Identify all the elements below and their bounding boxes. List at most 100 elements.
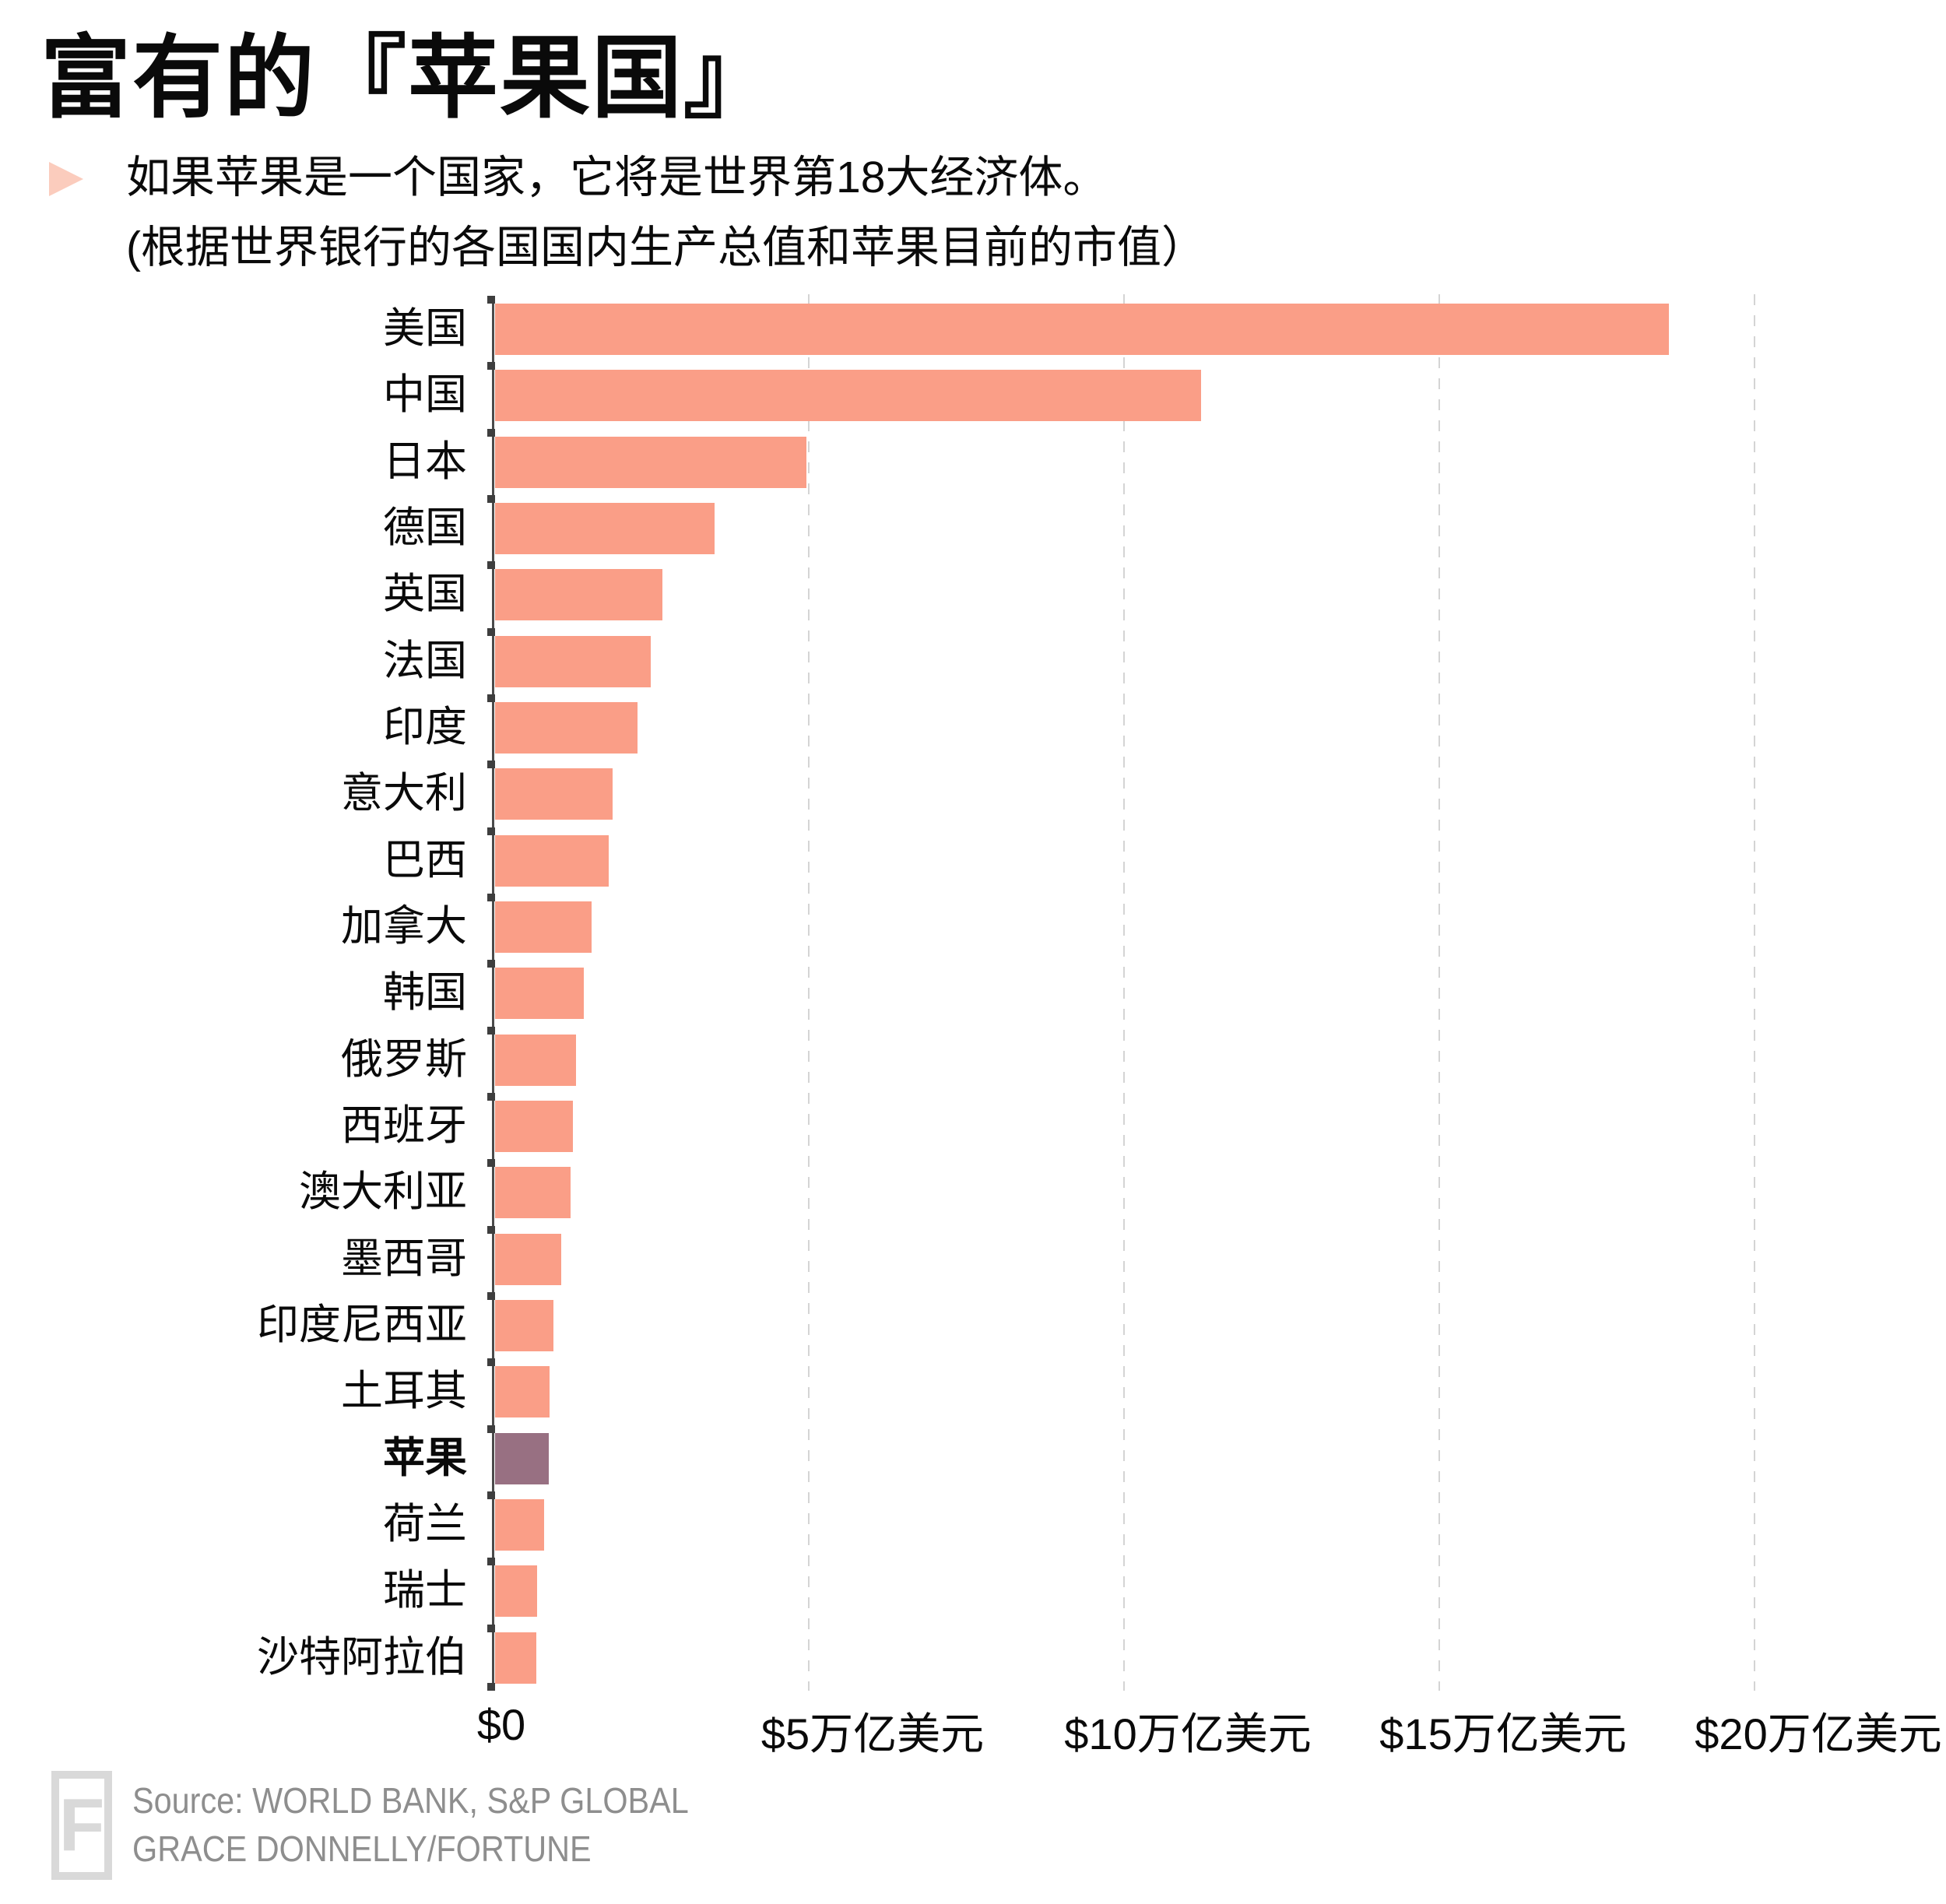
- bar: [495, 370, 1201, 422]
- bar: [495, 1499, 544, 1551]
- bar: [495, 834, 609, 887]
- source-line: Source: WORLD BANK, S&P GLOBAL: [132, 1780, 689, 1821]
- axis-tick: [487, 1026, 495, 1035]
- axis-tick: [487, 1683, 495, 1691]
- axis-tick: [487, 1159, 495, 1168]
- bar-row: 美国: [0, 296, 1946, 363]
- category-label: 墨西哥: [341, 1235, 467, 1282]
- category-label: 沙特阿拉伯: [257, 1633, 467, 1681]
- axis-tick: [487, 1292, 495, 1300]
- credit-line: GRACE DONNELLY/FORTUNE: [132, 1828, 592, 1869]
- category-label: 日本: [383, 437, 467, 485]
- bar-row: 澳大利亚: [0, 1159, 1946, 1226]
- subtitle-line-2: (根据世界银行的各国国内生产总值和苹果目前的市值）: [126, 223, 1206, 272]
- category-label: 韩国: [383, 969, 467, 1017]
- category-label: 澳大利亚: [299, 1168, 467, 1216]
- category-label: 中国: [383, 371, 467, 419]
- bar: [495, 702, 638, 754]
- gridline: [808, 294, 810, 1691]
- axis-tick: [487, 960, 495, 968]
- bar-row: 俄罗斯: [0, 1027, 1946, 1094]
- bar: [495, 968, 584, 1020]
- bar: [495, 901, 592, 953]
- bar-row: 法国: [0, 628, 1946, 695]
- bar-row: 墨西哥: [0, 1226, 1946, 1293]
- bar: [495, 1034, 576, 1086]
- bar: [495, 1233, 561, 1285]
- category-label: 西班牙: [341, 1102, 467, 1149]
- bar-apple: [495, 1432, 549, 1484]
- bar: [495, 1632, 536, 1684]
- axis-tick: [487, 1624, 495, 1632]
- bar: [495, 1300, 553, 1351]
- category-label: 美国: [383, 305, 467, 352]
- axis-tick: [487, 1358, 495, 1367]
- bullet-triangle-icon: [49, 162, 83, 196]
- bar-row: 巴西: [0, 827, 1946, 894]
- fortune-f-letter: F: [58, 1783, 105, 1867]
- subtitle-line-1: 如果苹果是一个国家，它将是世界第18大经济体。: [126, 153, 1108, 202]
- bar-row: 苹果: [0, 1425, 1946, 1492]
- axis-tick: [487, 1424, 495, 1433]
- category-label: 苹果: [383, 1434, 467, 1481]
- category-label: 德国: [383, 504, 467, 551]
- bar-row: 瑞士: [0, 1558, 1946, 1625]
- bar-row: 印度尼西亚: [0, 1292, 1946, 1359]
- gridline: [1438, 294, 1440, 1691]
- axis-tick: [487, 296, 495, 304]
- axis-tick: [487, 1093, 495, 1101]
- category-label: 法国: [383, 637, 467, 684]
- category-label: 俄罗斯: [341, 1035, 467, 1083]
- bar-row: 加拿大: [0, 894, 1946, 961]
- axis-tick: [487, 561, 495, 570]
- axis-tick: [487, 1225, 495, 1234]
- axis-tick: [487, 362, 495, 371]
- bar: [495, 1101, 573, 1152]
- x-tick-label: $10万亿美元: [1064, 1709, 1312, 1758]
- category-label: 巴西: [383, 836, 467, 883]
- axis-tick: [487, 627, 495, 636]
- axis-tick: [487, 827, 495, 835]
- bar-row: 日本: [0, 429, 1946, 496]
- source-block: Source: WORLD BANK, S&P GLOBAL GRACE DON…: [132, 1776, 689, 1873]
- x-tick-label: $0: [476, 1700, 526, 1749]
- bar: [495, 635, 651, 687]
- y-axis-line: [492, 296, 494, 1691]
- category-label: 意大利: [341, 770, 467, 817]
- category-label: 土耳其: [341, 1368, 467, 1415]
- category-label: 荷兰: [383, 1501, 467, 1547]
- bar: [495, 768, 613, 820]
- category-label: 瑞士: [383, 1567, 467, 1614]
- x-tick-label: $5万亿美元: [760, 1709, 985, 1758]
- category-label: 英国: [383, 571, 467, 618]
- page-title: 富有的『苹果国』: [40, 27, 775, 128]
- bar-row: 沙特阿拉伯: [0, 1625, 1946, 1691]
- bar-chart: 美国 中国 日本 德国 英国 法国 印度 意大利 巴西 加拿大 韩国 俄罗斯 西班牙 澳大利亚 墨西哥 印度尼…: [0, 294, 1946, 1691]
- fortune-logo: F: [51, 1771, 112, 1880]
- category-label: 加拿大: [341, 903, 467, 950]
- gridline: [1123, 294, 1125, 1691]
- axis-tick: [487, 694, 495, 702]
- bar-row: 西班牙: [0, 1093, 1946, 1160]
- bar-row: 荷兰: [0, 1491, 1946, 1558]
- bar: [495, 569, 662, 621]
- bar-row: 德国: [0, 495, 1946, 562]
- bar-row: 英国: [0, 561, 1946, 628]
- bar-row: 中国: [0, 362, 1946, 429]
- bar: [495, 503, 715, 554]
- fortune-logo-inner: F: [59, 1779, 104, 1872]
- bar: [495, 436, 806, 488]
- bar: [495, 1366, 550, 1418]
- axis-tick: [487, 428, 495, 437]
- axis-tick: [487, 495, 495, 503]
- x-axis-labels: $0 $5万亿美元 $10万亿美元 $15万亿美元 $20万亿美元: [0, 1699, 1946, 1758]
- bar: [495, 1565, 537, 1618]
- x-tick-label: $20万亿美元: [1695, 1709, 1942, 1758]
- bar: [495, 304, 1669, 355]
- bar-row: 土耳其: [0, 1358, 1946, 1425]
- axis-tick: [487, 1558, 495, 1566]
- bar-row: 意大利: [0, 761, 1946, 827]
- bar-row: 韩国: [0, 960, 1946, 1027]
- category-label: 印度尼西亚: [257, 1302, 467, 1348]
